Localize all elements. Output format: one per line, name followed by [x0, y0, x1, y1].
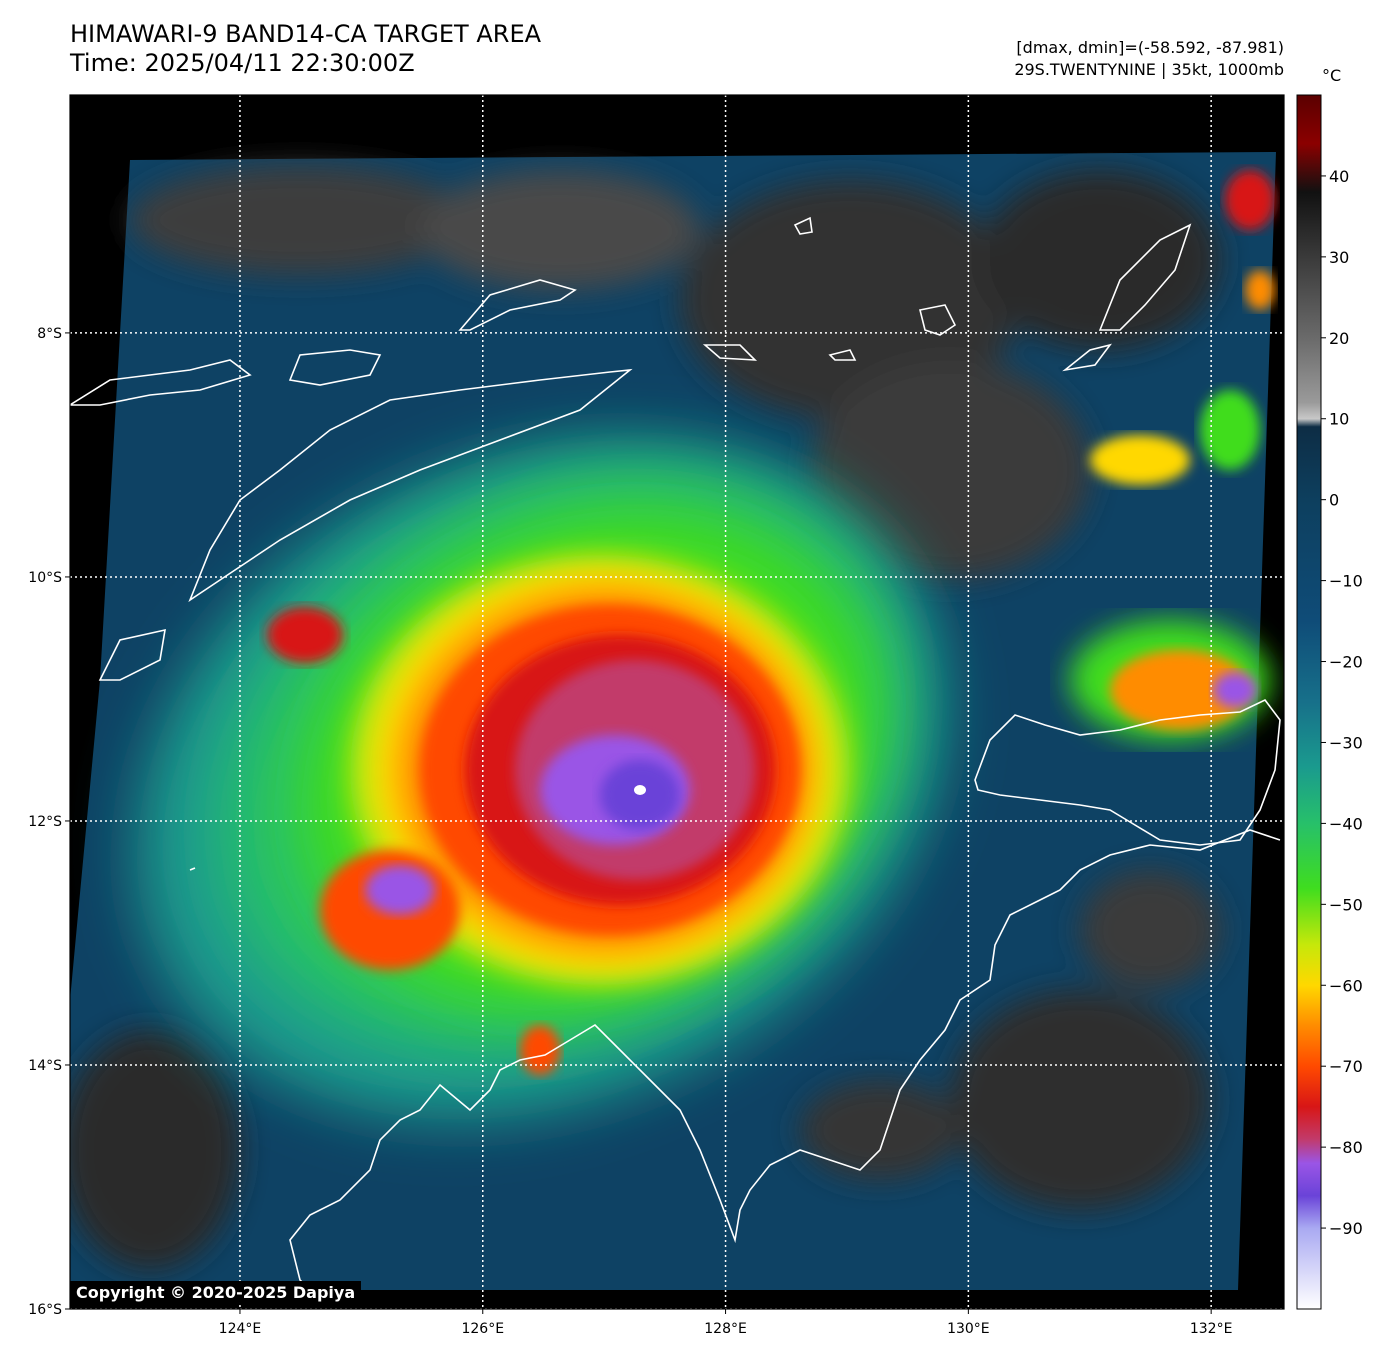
coastlines: [70, 216, 1281, 1301]
wetar-coast: [458, 279, 577, 331]
colorbar-tick-label: 30: [1329, 248, 1349, 267]
island-coast-4: [793, 216, 813, 235]
sumba-coast: [98, 628, 166, 681]
graticule: [70, 95, 1284, 1309]
title-time: Time: 2025/04/11 22:30:00Z: [70, 49, 415, 77]
tiwi-arnhem-coast: [974, 698, 1281, 846]
title-product: HIMAWARI-9 BAND14-CA TARGET AREA: [70, 20, 542, 48]
timor-coast: [188, 368, 633, 603]
colorbar-tick-label: −40: [1329, 814, 1363, 833]
islet: [189, 867, 196, 871]
colorbar-ticks: 40 30 20 10 0 −10 −20 −30 −40 −50 −60 −70 −80 −90: [1321, 167, 1363, 1238]
island-coast-5: [1062, 343, 1112, 372]
storm-stats: [dmax, dmin]=(-58.592, -87.981) 29S.TWEN…: [1014, 37, 1284, 81]
colorbar-tick-label: −10: [1329, 572, 1363, 591]
lon-tick-label: 128°E: [704, 1321, 747, 1337]
colorbar-tick-label: −20: [1329, 653, 1363, 672]
tanimbar-coast: [1098, 223, 1192, 331]
colorbar-tick-label: 40: [1329, 167, 1349, 186]
lat-tick-label: 8°S: [37, 326, 62, 342]
lat-tick-label: 10°S: [28, 570, 62, 586]
map-axis-ticks: 124°E 126°E 128°E 130°E 132°E 8°S 10°S 12°S 14°S…: [28, 326, 1232, 1337]
dmax-dmin-readout: [dmax, dmin]=(-58.592, -87.981): [1016, 38, 1284, 57]
colorbar-tick-label: 20: [1329, 329, 1349, 348]
colorbar-unit: °C: [1322, 66, 1342, 85]
alor-coast: [288, 349, 382, 386]
colorbar-tick-label: 0: [1329, 491, 1339, 510]
colorbar-tick-label: −70: [1329, 1057, 1363, 1076]
flores-coast: [70, 359, 252, 406]
colorbar-tick-label: −60: [1329, 976, 1363, 995]
lon-tick-label: 130°E: [947, 1321, 990, 1337]
island-coast: [919, 304, 957, 336]
lat-tick-label: 16°S: [28, 1302, 62, 1318]
cyclone-cloud-shield: [136, 170, 1275, 1121]
warm-cloud-regions: [70, 165, 1220, 1270]
colorbar-tick-label: 10: [1329, 410, 1349, 429]
colorbar-tick-label: −30: [1329, 733, 1363, 752]
figure-title: HIMAWARI-9 BAND14-CA TARGET AREA Time: 2…: [70, 20, 541, 78]
island-coast-3: [828, 349, 857, 361]
colorbar-tick-label: −90: [1329, 1219, 1363, 1238]
map-frame: [69, 94, 1285, 1310]
kimberley-coast: [289, 829, 1281, 1301]
copyright-badge: Copyright © 2020-2025 Dapiya: [70, 1281, 362, 1305]
storm-name-intensity: 29S.TWENTYNINE | 35kt, 1000mb: [1014, 60, 1284, 79]
colorbar-tick-label: −80: [1329, 1138, 1363, 1157]
colorbar-tick-label: −50: [1329, 895, 1363, 914]
colorbar: [1296, 94, 1322, 1310]
lat-tick-label: 14°S: [28, 1058, 62, 1074]
lon-tick-label: 132°E: [1190, 1321, 1233, 1337]
lon-tick-label: 124°E: [219, 1321, 262, 1337]
island-coast-2: [702, 344, 758, 361]
lon-tick-label: 126°E: [461, 1321, 504, 1337]
lat-tick-label: 12°S: [28, 814, 62, 830]
